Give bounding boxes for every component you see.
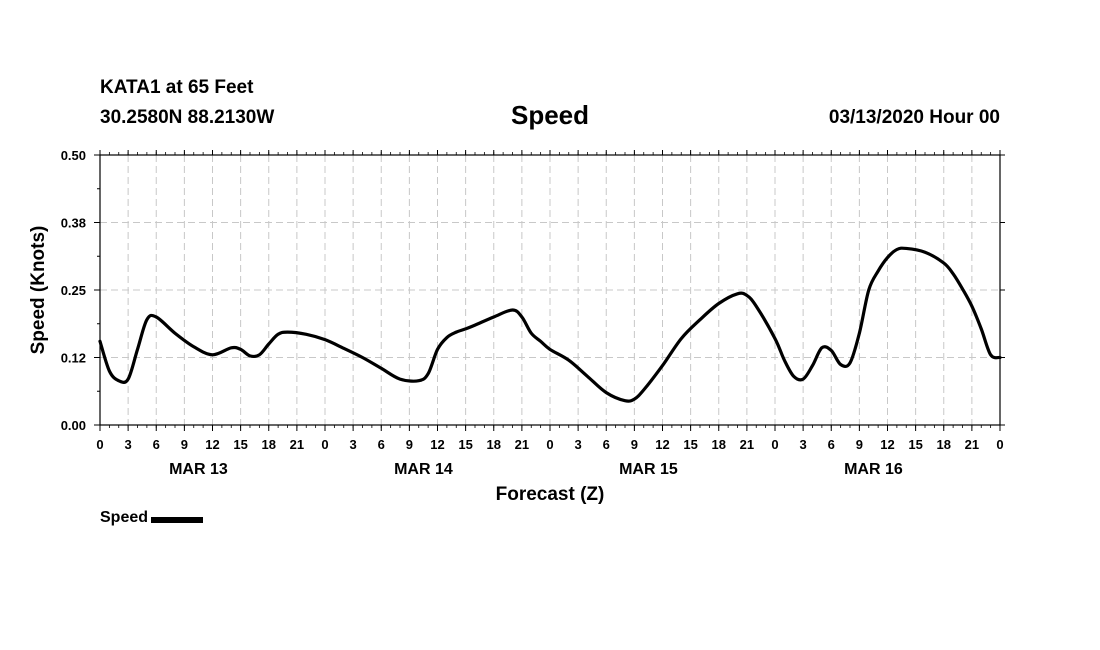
y-tick-label: 0.50 [61, 148, 86, 163]
x-tick-label: 9 [631, 437, 638, 452]
x-tick-label: 15 [458, 437, 472, 452]
x-tick-label: 21 [965, 437, 979, 452]
x-tick-label: 6 [153, 437, 160, 452]
chart-series [98, 246, 1002, 403]
chart-grid [100, 155, 1000, 425]
x-tick-label: 18 [937, 437, 951, 452]
x-tick-label: 9 [856, 437, 863, 452]
x-tick-label: 18 [487, 437, 501, 452]
x-tick-label: 0 [996, 437, 1003, 452]
x-tick-label: 9 [406, 437, 413, 452]
legend-label: Speed [100, 509, 149, 526]
y-tick-label: 0.25 [61, 283, 86, 298]
chart-ticks: 0.00 0.12 0.25 0.38 0.50 0 3 6 9 12 15 18 21 0 3 6 9 12 15… [61, 148, 1005, 478]
y-tick-label: 0.00 [61, 418, 86, 433]
x-tick-label: 12 [880, 437, 894, 452]
x-axis-label: Forecast (Z) [496, 484, 605, 505]
y-axis-label: Speed (Knots) [28, 226, 49, 355]
series-line-speed [98, 246, 1002, 403]
station-label: KATA1 at 65 Feet [100, 77, 254, 98]
x-tick-label: 0 [546, 437, 553, 452]
x-tick-label: 12 [205, 437, 219, 452]
x-tick-label: 9 [181, 437, 188, 452]
x-tick-label: 0 [96, 437, 103, 452]
y-tick-label: 0.12 [61, 351, 86, 366]
x-tick-label: 3 [575, 437, 582, 452]
x-tick-label: 3 [800, 437, 807, 452]
x-tick-label: 0 [321, 437, 328, 452]
coordinates-label: 30.2580N 88.2130W [100, 107, 275, 128]
legend: Speed [100, 509, 204, 527]
run-time-label: 03/13/2020 Hour 00 [828, 107, 1000, 128]
x-tick-label: 6 [378, 437, 385, 452]
x-tick-label: 15 [233, 437, 247, 452]
x-tick-label: 3 [350, 437, 357, 452]
x-tick-label: 21 [290, 437, 304, 452]
day-label: MAR 16 [844, 461, 903, 478]
x-tick-label: 15 [908, 437, 922, 452]
x-tick-label: 12 [655, 437, 669, 452]
x-tick-label: 3 [125, 437, 132, 452]
x-tick-label: 0 [771, 437, 778, 452]
x-tick-label: 15 [683, 437, 697, 452]
x-tick-label: 6 [603, 437, 610, 452]
day-label: MAR 14 [394, 461, 453, 478]
x-tick-label: 18 [262, 437, 276, 452]
x-tick-label: 12 [430, 437, 444, 452]
legend-swatch [151, 516, 204, 523]
chart-title: Speed [510, 100, 590, 130]
x-tick-label: 21 [515, 437, 529, 452]
x-tick-label: 6 [828, 437, 835, 452]
x-tick-label: 18 [712, 437, 726, 452]
y-tick-label: 0.38 [61, 216, 86, 231]
day-label: MAR 15 [619, 461, 678, 478]
x-tick-label: 21 [740, 437, 754, 452]
day-label: MAR 13 [169, 461, 228, 478]
